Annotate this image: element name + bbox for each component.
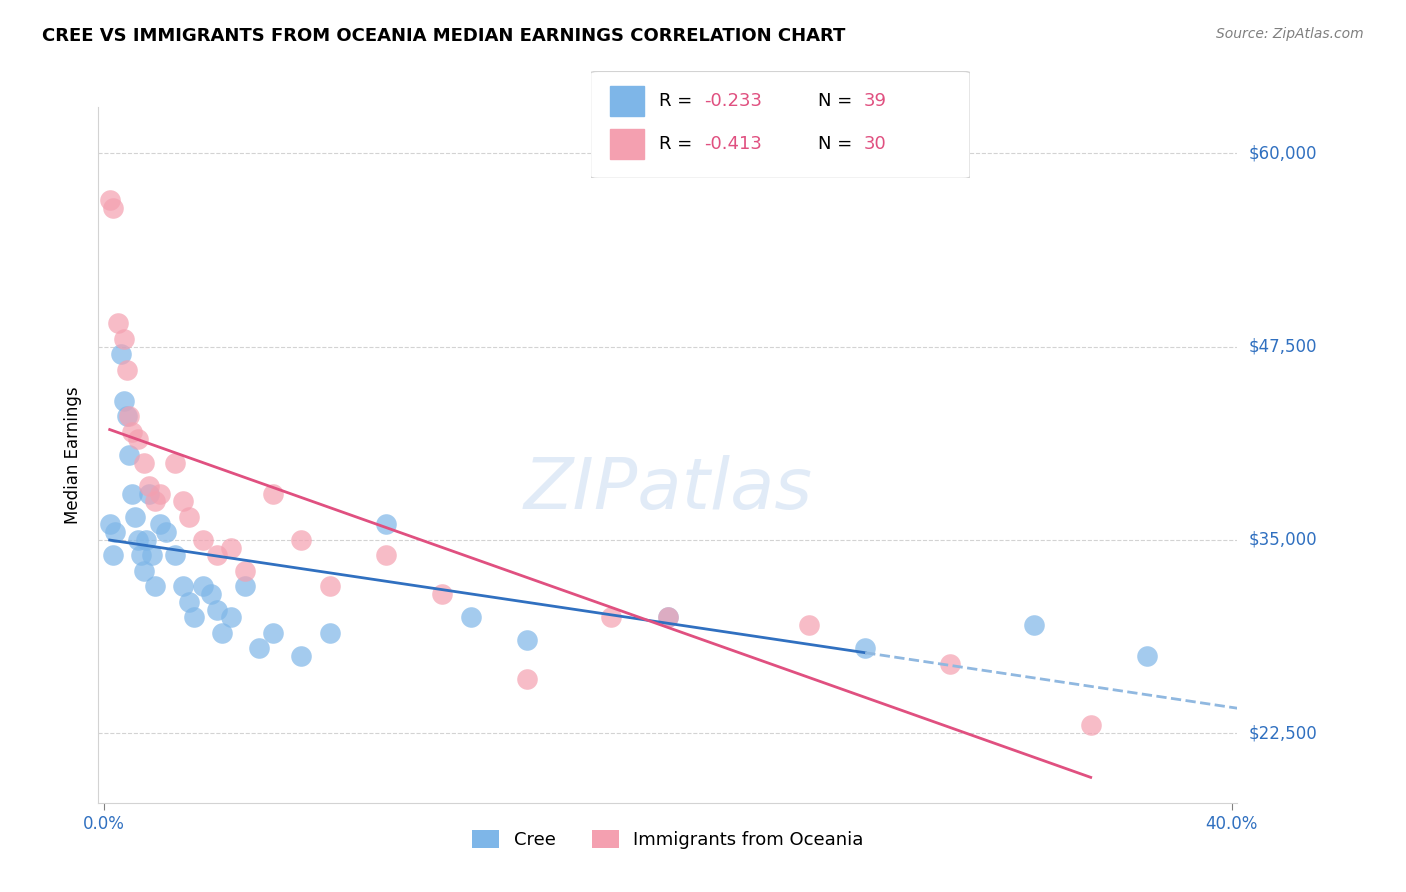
Point — [129, 549, 152, 563]
Point — [200, 587, 222, 601]
Point — [107, 317, 129, 331]
Point — [138, 479, 160, 493]
Text: ZIPatlas: ZIPatlas — [523, 455, 813, 524]
Point — [118, 409, 141, 424]
Text: $22,500: $22,500 — [1249, 724, 1317, 742]
Point — [112, 332, 135, 346]
Y-axis label: Median Earnings: Median Earnings — [63, 386, 82, 524]
Point — [110, 347, 132, 361]
Point — [375, 549, 398, 563]
Point — [853, 641, 876, 656]
Point — [657, 610, 679, 624]
Text: $35,000: $35,000 — [1249, 531, 1317, 549]
Point — [516, 672, 538, 686]
Point — [600, 610, 623, 624]
Point — [135, 533, 157, 547]
Point — [118, 448, 141, 462]
Point — [124, 509, 146, 524]
Point — [1136, 648, 1159, 663]
Point — [1024, 618, 1046, 632]
Point — [211, 625, 233, 640]
Point — [141, 549, 163, 563]
Point — [219, 610, 242, 624]
Point — [516, 633, 538, 648]
Point — [262, 486, 284, 500]
Bar — [610, 129, 644, 159]
Point — [432, 587, 454, 601]
Point — [127, 533, 149, 547]
Point — [149, 486, 172, 500]
Point — [262, 625, 284, 640]
Point — [290, 648, 312, 663]
Point — [121, 486, 143, 500]
Point — [138, 486, 160, 500]
Point — [172, 579, 194, 593]
Legend: Cree, Immigrants from Oceania: Cree, Immigrants from Oceania — [465, 822, 870, 856]
Point — [318, 625, 340, 640]
Point — [101, 549, 124, 563]
Text: -0.413: -0.413 — [704, 136, 762, 153]
Text: N =: N = — [818, 93, 852, 111]
Point — [177, 595, 200, 609]
Point — [219, 541, 242, 555]
Text: 30: 30 — [863, 136, 887, 153]
Point — [183, 610, 205, 624]
Point — [191, 579, 214, 593]
Point — [247, 641, 270, 656]
Point — [205, 602, 228, 616]
Point — [104, 525, 127, 540]
Text: R =: R = — [659, 136, 692, 153]
Point — [112, 393, 135, 408]
Text: Source: ZipAtlas.com: Source: ZipAtlas.com — [1216, 27, 1364, 41]
Point — [115, 363, 138, 377]
Point — [657, 610, 679, 624]
Point — [375, 517, 398, 532]
Point — [121, 425, 143, 439]
Point — [163, 456, 186, 470]
Text: R =: R = — [659, 93, 692, 111]
Point — [143, 579, 166, 593]
Point — [172, 494, 194, 508]
Point — [132, 456, 155, 470]
Point — [191, 533, 214, 547]
Text: $60,000: $60,000 — [1249, 145, 1317, 162]
Point — [143, 494, 166, 508]
Point — [290, 533, 312, 547]
Point — [318, 579, 340, 593]
Point — [163, 549, 186, 563]
Point — [98, 517, 121, 532]
Point — [115, 409, 138, 424]
Text: N =: N = — [818, 136, 852, 153]
Point — [233, 564, 256, 578]
Point — [205, 549, 228, 563]
Text: -0.233: -0.233 — [704, 93, 762, 111]
Text: $47,500: $47,500 — [1249, 338, 1317, 356]
Point — [797, 618, 820, 632]
Point — [132, 564, 155, 578]
Point — [149, 517, 172, 532]
Point — [98, 193, 121, 207]
Point — [1080, 718, 1102, 732]
Text: CREE VS IMMIGRANTS FROM OCEANIA MEDIAN EARNINGS CORRELATION CHART: CREE VS IMMIGRANTS FROM OCEANIA MEDIAN E… — [42, 27, 845, 45]
Point — [233, 579, 256, 593]
Point — [460, 610, 482, 624]
Text: 39: 39 — [863, 93, 887, 111]
Point — [938, 657, 960, 671]
Point — [101, 201, 124, 215]
Point — [155, 525, 177, 540]
Point — [177, 509, 200, 524]
Point — [127, 433, 149, 447]
FancyBboxPatch shape — [591, 71, 970, 178]
Bar — [610, 87, 644, 116]
